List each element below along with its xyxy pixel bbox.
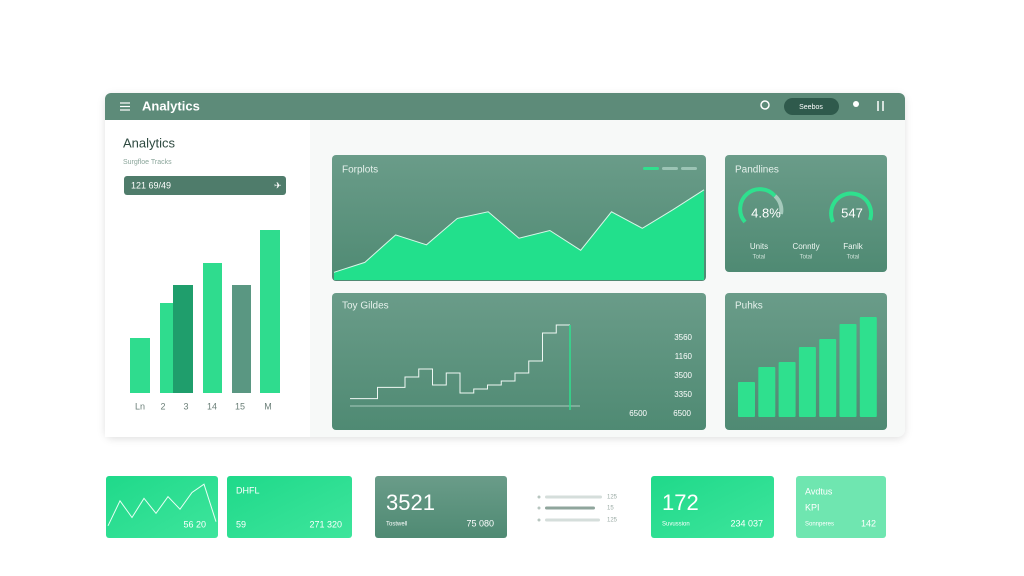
header-bar-base [105, 114, 905, 120]
search-icon[interactable] [760, 100, 770, 110]
card [651, 476, 774, 538]
card-detail: 56 20 [183, 519, 206, 529]
card-title: DHFL [236, 485, 260, 495]
bar [260, 230, 280, 393]
sidebar-subtitle: Surgfloe Tracks [123, 159, 172, 166]
user-icon[interactable] [853, 101, 859, 107]
bar [203, 263, 222, 393]
list-value: 15 [607, 506, 614, 512]
list-value: 125 [607, 518, 618, 524]
x-label: 6500 [629, 409, 647, 418]
gauge-panel-title: Pandlines [735, 165, 779, 176]
step-panel-title: Toy Gildes [342, 301, 389, 312]
y-label: 3500 [674, 371, 692, 380]
card-label: Sonnperes [805, 522, 834, 528]
bar [232, 285, 251, 393]
x-tick-label: Ln [135, 401, 145, 411]
area-panel-title: Forplots [342, 165, 378, 176]
card-detail: 271 320 [309, 519, 342, 529]
x-tick-label: 14 [207, 401, 217, 411]
header-bar [105, 93, 905, 120]
card [106, 476, 218, 538]
card-value: 172 [662, 490, 699, 515]
header-button-label[interactable]: Seebos [799, 104, 823, 111]
gauge-arc [738, 187, 777, 224]
legend-pill [643, 167, 659, 170]
y-label: 3560 [674, 333, 692, 342]
gauge-value: 547 [841, 205, 863, 220]
bar [130, 338, 150, 393]
card-detail: 234 037 [730, 518, 763, 528]
card-label: Tostwell [386, 522, 407, 528]
x-label: 6500 [673, 409, 691, 418]
gauge-panel [725, 155, 887, 272]
card-subtitle: KPI [805, 502, 820, 512]
gauge-value: 4.8% [751, 205, 781, 220]
dropdown-arrow[interactable]: ✈ [274, 180, 282, 190]
x-tick-label: 3 [183, 401, 188, 411]
bar [738, 382, 755, 417]
metric-sublabel: Total [800, 255, 813, 261]
app-title: Analytics [142, 98, 200, 113]
legend-pill [662, 167, 678, 170]
bar [160, 303, 173, 393]
card [375, 476, 507, 538]
legend-pill [681, 167, 697, 170]
card-detail: 75 080 [466, 518, 494, 528]
x-tick-label: 15 [235, 401, 245, 411]
metric-label: Units [750, 242, 768, 251]
settings-icon[interactable] [877, 101, 884, 111]
metric-label: Conntly [792, 242, 819, 251]
bar [798, 347, 816, 417]
bar [839, 324, 857, 417]
card-detail: 142 [861, 518, 876, 528]
bar [173, 285, 193, 393]
y-label: 3350 [674, 390, 692, 399]
card-label: Suvussion [662, 522, 690, 528]
metric-sublabel: Total [847, 255, 860, 261]
bar [778, 362, 796, 417]
x-tick-label: M [264, 401, 272, 411]
gauge-arc [829, 191, 874, 223]
step-line [350, 324, 570, 400]
card-value: 59 [236, 519, 246, 529]
card [227, 476, 352, 538]
bar [819, 339, 837, 417]
step-panel [332, 293, 706, 430]
sidebar-title: Analytics [123, 135, 176, 150]
dropdown-label[interactable]: 121 69/49 [131, 180, 171, 190]
header-button[interactable] [784, 98, 839, 115]
area-line [333, 189, 705, 273]
bar-panel-title: Puhks [735, 301, 763, 312]
dropdown[interactable] [124, 176, 286, 195]
x-tick-label: 2 [160, 401, 165, 411]
gauge-track [773, 194, 784, 215]
card-title: Avdtus [805, 486, 833, 496]
list-value: 125 [607, 495, 618, 501]
metric-sublabel: Total [753, 255, 766, 261]
sparkline [107, 483, 217, 527]
card [796, 476, 886, 538]
bar [758, 367, 776, 417]
bar [859, 317, 877, 417]
card-value: 3521 [386, 490, 435, 515]
y-label: 1160 [675, 352, 693, 361]
menu-icon[interactable] [120, 102, 130, 111]
metric-label: Fanlk [843, 242, 864, 251]
list [537, 495, 602, 522]
